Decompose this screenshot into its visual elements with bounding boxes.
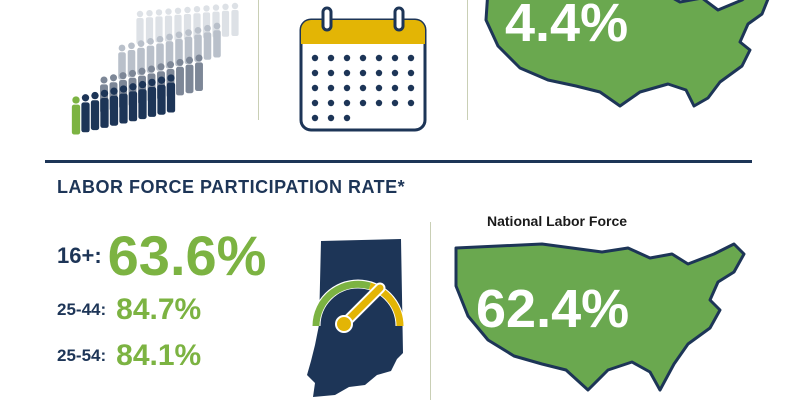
person-figure [100, 89, 109, 128]
crowd-people-icon [71, 2, 239, 135]
calendar-dot [311, 99, 319, 107]
person-figure [203, 24, 212, 60]
calendar-dot [375, 54, 383, 62]
divider-top-1 [258, 0, 259, 120]
person-figure [128, 83, 138, 122]
calendar-dot [311, 114, 319, 122]
rate-row-label: 16+: [57, 243, 102, 268]
person-figure [155, 9, 163, 43]
calendar-dot [391, 54, 399, 62]
calendar-dot [407, 54, 415, 62]
us-map-icon [484, 0, 770, 108]
section-divider [45, 160, 752, 163]
calendar-dot [327, 84, 335, 92]
person-figure [136, 10, 144, 44]
calendar-dot [311, 54, 319, 62]
calendar-dot [359, 54, 367, 62]
person-figure [109, 87, 119, 126]
national-label: National Labor Force [487, 213, 628, 229]
calendar-dot [375, 84, 383, 92]
calendar-dot [327, 114, 335, 122]
person-figure [147, 78, 157, 117]
calendar-dot [391, 99, 399, 107]
section-title: LABOR FORCE PARTICIPATION RATE* [57, 177, 406, 197]
person-figure [119, 85, 128, 124]
rate-row-label: 25-44: [57, 300, 107, 319]
calendar-dot [375, 69, 383, 77]
calendar-dot [327, 54, 335, 62]
person-figure [138, 80, 147, 120]
rate-row-25-44: 25-44: 84.7% [57, 293, 201, 327]
person-figure [195, 54, 203, 91]
calendar-dot [311, 69, 319, 77]
rate-row-value: 84.7% [116, 293, 202, 326]
calendar-dot [359, 84, 367, 92]
calendar-dot [375, 99, 383, 107]
calendar-dot [343, 84, 351, 92]
calendar-dot [343, 54, 351, 62]
calendar-dot [343, 99, 351, 107]
person-figure [231, 2, 239, 36]
rate-row-25-54: 25-54: 84.1% [57, 339, 201, 373]
calendar-dot [327, 99, 335, 107]
calendar-dot [391, 84, 399, 92]
calendar-dot [343, 69, 351, 77]
unemployment-rate-value: 4.4% [505, 0, 629, 53]
rate-row-value: 63.6% [107, 224, 267, 287]
person-figure [145, 10, 154, 44]
person-figure [166, 74, 176, 113]
calendar-icon [299, 6, 427, 132]
calendar-dot [327, 69, 335, 77]
national-us-map-icon [454, 242, 746, 392]
calendar-dot [343, 114, 351, 122]
rate-row-16-plus: 16+: 63.6% [57, 223, 266, 288]
calendar-dot [407, 99, 415, 107]
person-figure [176, 58, 184, 96]
person-figure [221, 3, 230, 37]
rate-row-value: 84.1% [116, 339, 202, 372]
gauge-icon [311, 279, 405, 333]
person-figure [81, 94, 90, 133]
calendar-dot [359, 99, 367, 107]
calendar-dot [391, 69, 399, 77]
national-rate-value: 62.4% [476, 279, 630, 339]
person-figure [157, 76, 166, 115]
calendar-dot [311, 84, 319, 92]
calendar-dot [407, 84, 415, 92]
person-figure [185, 56, 194, 94]
person-figure [213, 22, 221, 58]
calendar-dot [359, 69, 367, 77]
person-figure [90, 91, 100, 131]
divider-bottom [430, 222, 431, 400]
divider-top-2 [467, 0, 468, 120]
person-figure [193, 6, 201, 40]
calendar-dot [407, 69, 415, 77]
rate-row-label: 25-54: [57, 346, 107, 365]
person-figure [71, 96, 81, 135]
